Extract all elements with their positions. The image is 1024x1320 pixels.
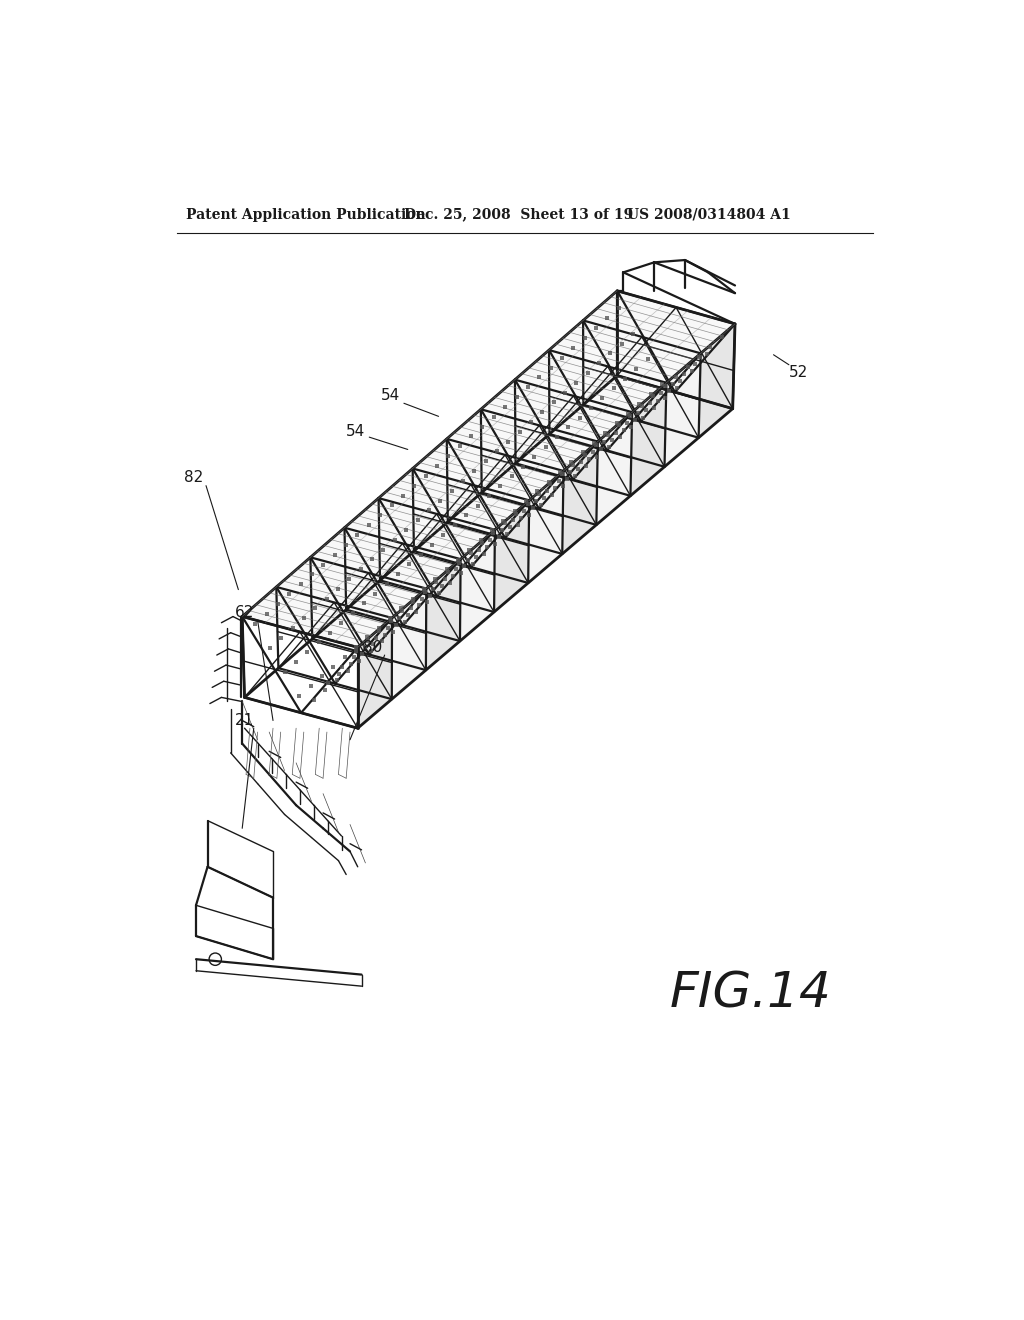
Text: 54: 54	[381, 388, 400, 403]
Polygon shape	[357, 618, 392, 729]
Polygon shape	[562, 442, 598, 554]
Polygon shape	[631, 383, 667, 496]
Text: 80: 80	[364, 640, 383, 655]
Text: US 2008/0314804 A1: US 2008/0314804 A1	[628, 207, 791, 222]
Polygon shape	[243, 290, 735, 647]
Polygon shape	[426, 560, 461, 671]
Polygon shape	[698, 323, 735, 438]
Text: Dec. 25, 2008  Sheet 13 of 19: Dec. 25, 2008 Sheet 13 of 19	[403, 207, 633, 222]
Text: FIG.14: FIG.14	[670, 970, 831, 1018]
Text: 21: 21	[234, 713, 254, 729]
Text: 54: 54	[346, 424, 365, 440]
Polygon shape	[494, 500, 529, 612]
Text: 62: 62	[234, 605, 254, 620]
Text: 82: 82	[184, 470, 204, 486]
Text: Patent Application Publication: Patent Application Publication	[186, 207, 426, 222]
Text: 52: 52	[790, 364, 809, 380]
Polygon shape	[357, 323, 735, 729]
